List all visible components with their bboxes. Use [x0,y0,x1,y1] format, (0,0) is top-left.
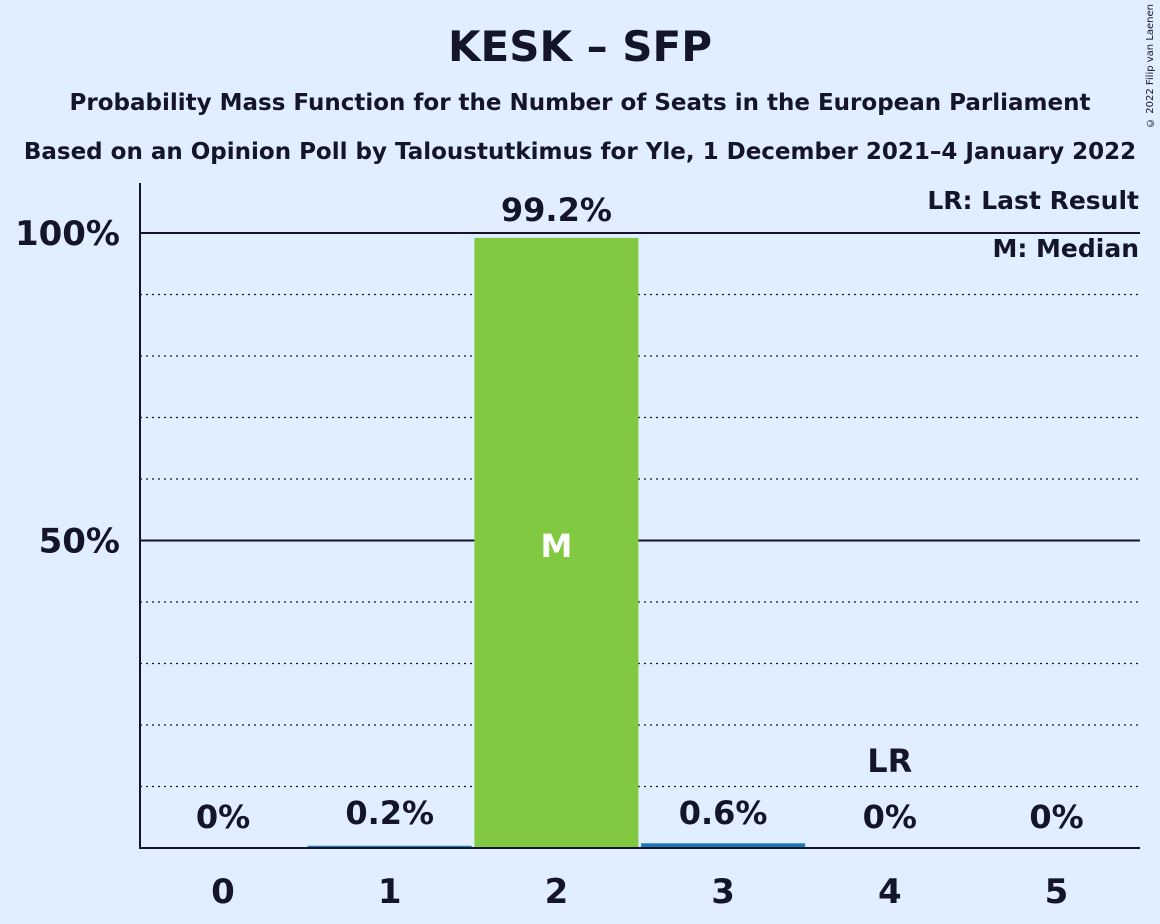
y-tick-label: 100% [15,214,120,254]
chart-subtitle: Probability Mass Function for the Number… [69,90,1091,116]
x-tick-label: 5 [1045,872,1069,912]
value-label-5: 0% [1029,798,1083,836]
bars [307,237,806,849]
chart-title: KESK – SFP [448,22,712,71]
y-tick-label: 50% [39,522,120,562]
x-tick-label: 0 [211,872,235,912]
legend-item: M: Median [992,234,1139,263]
value-label-4: 0% [863,798,917,836]
legend-item: LR: Last Result [927,186,1139,215]
x-tick-label: 3 [711,872,735,912]
x-tick-label: 4 [878,872,902,912]
value-label-1: 0.2% [345,794,434,832]
labels: 0% 0.2% 99.2% 0.6% 0% 0% M LR LR: Last Result M: … [196,186,1139,836]
chart-subtitle-source: Based on an Opinion Poll by Taloustutkim… [23,139,1137,165]
bar-2 [474,237,639,849]
x-tick-label: 1 [378,872,402,912]
value-label-0: 0% [196,798,250,836]
bar-3 [641,843,806,847]
value-label-2: 99.2% [501,191,612,229]
x-tick-label: 2 [545,872,569,912]
last-result-marker: LR [867,742,912,780]
bar-1 [307,845,472,848]
axes: 50% 100% 0 1 2 3 4 5 [15,183,1140,912]
value-label-3: 0.6% [679,794,768,832]
grid-lines [140,232,1140,788]
median-marker: M [540,527,572,565]
